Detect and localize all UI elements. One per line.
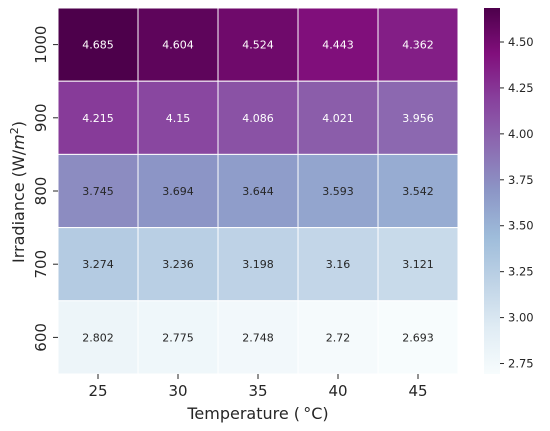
cell-value-label: 2.693 [402,331,434,344]
colorbar-tick-label: 3.75 [508,173,534,187]
y-tick-label: 800 [32,177,50,206]
colorbar-ticks: 2.75 3.00 3.25 3.50 3.75 4.00 4.25 4.50 [500,35,534,371]
heatmap-cell [297,227,379,302]
x-tick-label: 35 [248,382,267,400]
y-tick-label: 900 [32,103,50,132]
heatmap-cell [137,227,219,302]
colorbar-tick-label: 3.50 [508,219,534,233]
colorbar-tick-label: 2.75 [508,357,534,371]
x-tick-label: 30 [168,382,187,400]
cell-value-label: 3.121 [402,258,434,271]
y-tick-label: 700 [32,250,50,279]
heatmap-cells: 4.685 4.604 4.524 4.443 4.362 4.215 4.15 4.086 4… [57,7,459,375]
colorbar-tick-label: 4.50 [508,35,534,49]
x-axis-ticks: 25 30 35 40 45 [88,374,428,400]
colorbar-tick-label: 3.25 [508,265,534,279]
cell-value-label: 4.524 [242,39,274,52]
cell-value-label: 3.956 [402,112,434,125]
heatmap-cell [217,300,299,375]
colorbar [484,8,500,374]
heatmap-cell [377,80,459,155]
x-tick-label: 45 [408,382,427,400]
y-axis-label: Irradiance (W/m2) [8,121,28,263]
heatmap-cell [217,153,299,229]
cell-value-label: 4.215 [82,112,114,125]
colorbar-tick-label: 4.25 [508,81,534,95]
cell-value-label: 3.16 [326,258,351,271]
cell-value-label: 4.604 [162,39,194,52]
x-tick-label: 25 [88,382,107,400]
cell-value-label: 4.086 [242,112,274,125]
cell-value-label: 3.694 [162,185,194,198]
cell-value-label: 3.198 [242,258,274,271]
heatmap-cell [217,7,299,82]
heatmap-cell [137,300,219,375]
cell-value-label: 2.72 [326,331,351,344]
heatmap-cell [377,7,459,82]
cell-value-label: 3.274 [82,258,114,271]
y-tick-label: 600 [32,323,50,352]
cell-value-label: 4.362 [402,39,434,52]
heatmap-cell [57,80,139,155]
heatmap-cell [137,153,219,229]
cell-value-label: 4.685 [82,39,114,52]
cell-value-label: 3.745 [82,185,114,198]
heatmap-cell [137,7,219,82]
y-tick-label: 1000 [32,26,50,64]
x-tick-label: 40 [328,382,347,400]
heatmap-cell [297,7,379,82]
cell-value-label: 4.443 [322,39,354,52]
heatmap-cell [217,227,299,302]
y-axis-ticks: 1000 900 800 700 600 [32,26,58,352]
cell-value-label: 4.15 [166,112,191,125]
x-axis-label: Temperature ( °C) [186,404,328,423]
heatmap-cell [377,153,459,229]
colorbar-tick-label: 3.00 [508,311,534,325]
cell-value-label: 3.593 [322,185,354,198]
heatmap-cell [297,153,379,229]
cell-value-label: 2.775 [162,331,194,344]
heatmap-cell [217,80,299,155]
heatmap-cell [57,300,139,375]
cell-value-label: 4.021 [322,112,354,125]
cell-value-label: 3.236 [162,258,194,271]
heatmap-cell [377,300,459,375]
colorbar-tick-label: 4.00 [508,127,534,141]
cell-value-label: 2.748 [242,331,274,344]
heatmap-cell [57,7,139,82]
cell-value-label: 3.644 [242,185,274,198]
cell-value-label: 2.802 [82,331,114,344]
heatmap-cell [377,227,459,302]
cell-value-label: 3.542 [402,185,434,198]
